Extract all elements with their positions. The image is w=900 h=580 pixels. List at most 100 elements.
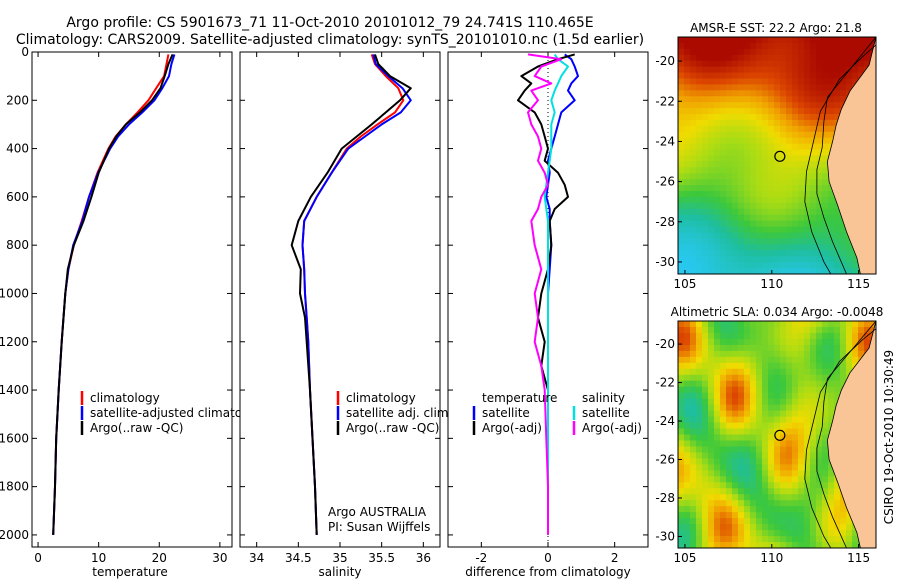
sla-cell: [810, 386, 817, 394]
sla-cell: [690, 368, 697, 376]
sst-cell: [726, 60, 733, 68]
sla-cell: [750, 494, 757, 501]
sla-cell: [678, 410, 685, 418]
sla-cell: [804, 368, 811, 376]
sla-map-frame: [677, 320, 877, 549]
sla-cell: [798, 488, 805, 495]
sst-cell: [774, 238, 781, 245]
sst-cell: [690, 214, 697, 222]
sst-cell: [768, 179, 775, 186]
sst-cell: [780, 78, 787, 85]
sla-cell: [810, 446, 817, 454]
sst-cell: [756, 226, 763, 234]
sst-cell: [864, 54, 871, 62]
sst-cell: [750, 214, 757, 222]
sla-cell: [816, 398, 823, 406]
sla-cell: [780, 410, 787, 418]
sst-cell: [846, 238, 853, 245]
sst-cell: [702, 268, 709, 274]
sla-cell: [762, 482, 769, 489]
sst-cell: [732, 256, 739, 263]
sst-cell: [678, 173, 685, 180]
sla-cell: [762, 350, 769, 358]
sst-cell: [762, 66, 769, 74]
sst-cell: [792, 119, 799, 127]
sst-cell: [750, 256, 757, 263]
sla-cell: [810, 512, 817, 519]
sst-cell: [702, 250, 709, 257]
sla-cell: [684, 404, 691, 412]
sla-cell: [852, 326, 859, 334]
sst-cell: [762, 37, 769, 44]
sla-cell: [816, 404, 823, 412]
sst-cell: [756, 149, 763, 157]
sst-cell: [804, 185, 811, 192]
sst-cell: [792, 202, 799, 210]
sst-cell: [690, 72, 697, 80]
sla-cell: [774, 332, 781, 340]
sst-cell: [690, 108, 697, 115]
sst-cell: [846, 60, 853, 68]
sla-cell: [750, 500, 757, 507]
sst-cell: [678, 60, 685, 68]
sla-cell: [726, 392, 733, 400]
sst-cell: [774, 84, 781, 91]
sst-cell: [762, 137, 769, 145]
sst-cell: [690, 54, 697, 62]
sst-cell: [858, 42, 865, 50]
sst-cell: [810, 125, 817, 133]
y-tick-label: 400: [6, 142, 29, 156]
sla-cell: [804, 350, 811, 358]
sla-cell: [696, 542, 703, 548]
sst-cell: [708, 262, 715, 269]
sla-cell: [750, 428, 757, 436]
sst-cell: [714, 84, 721, 91]
sla-cell: [684, 446, 691, 454]
sst-cell: [762, 143, 769, 151]
sla-cell: [768, 452, 775, 459]
sla-cell: [708, 404, 715, 412]
sst-map-land: [804, 37, 876, 274]
sst-cell: [768, 119, 775, 127]
sla-cell: [810, 458, 817, 465]
sla-cell: [750, 524, 757, 531]
sla-cell: [786, 500, 793, 507]
sla-cell: [708, 410, 715, 418]
sst-cell: [774, 108, 781, 115]
sla-cell: [816, 512, 823, 519]
sla-cell: [828, 374, 835, 382]
sst-cell: [804, 191, 811, 198]
sla-cell: [738, 362, 745, 370]
sst-cell: [714, 232, 721, 240]
sst-cell: [798, 108, 805, 115]
sst-cell: [792, 161, 799, 168]
sst-cell: [738, 179, 745, 186]
sla-cell: [780, 506, 787, 513]
sst-cell: [768, 143, 775, 151]
sla-cell: [798, 464, 805, 471]
sst-cell: [834, 60, 841, 68]
sla-cell: [822, 404, 829, 412]
sst-cell: [816, 54, 823, 62]
sla-cell: [828, 512, 835, 519]
sst-cell: [684, 60, 691, 68]
argo-location-marker: [774, 429, 786, 441]
sla-cell: [798, 530, 805, 537]
sla-cell: [750, 350, 757, 358]
sla-cell: [690, 428, 697, 436]
sla-cell: [774, 321, 781, 328]
sla-cell: [774, 350, 781, 358]
sla-cell: [834, 344, 841, 352]
sla-cell: [768, 398, 775, 406]
sst-cell: [768, 250, 775, 257]
sla-cell: [720, 398, 727, 406]
sla-cell: [792, 440, 799, 448]
sst-cell: [798, 238, 805, 245]
sst-cell: [822, 244, 829, 251]
sst-cell: [756, 268, 763, 274]
sla-cell: [756, 434, 763, 442]
sst-cell: [834, 72, 841, 80]
sst-cell: [804, 137, 811, 145]
sst-cell: [780, 84, 787, 91]
sst-cell: [822, 66, 829, 74]
